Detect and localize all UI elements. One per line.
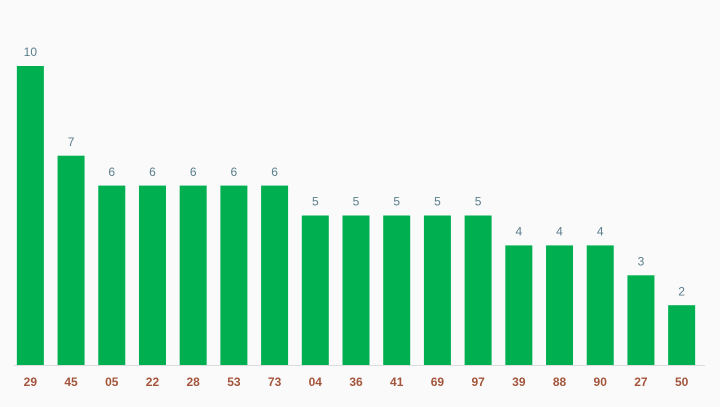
x-tick-label: 04: [309, 375, 323, 389]
x-tick-label: 88: [553, 375, 567, 389]
bar: [16, 66, 44, 365]
x-tick-label: 53: [227, 375, 241, 389]
value-label: 4: [515, 225, 522, 239]
bar: [586, 245, 614, 365]
value-label: 5: [434, 195, 441, 209]
bar: [220, 185, 248, 365]
value-label: 6: [149, 165, 156, 179]
bar: [505, 245, 533, 365]
x-tick-label: 50: [675, 375, 689, 389]
bar: [423, 215, 451, 365]
bar: [98, 185, 126, 365]
bar: [627, 275, 655, 365]
bar: [301, 215, 329, 365]
value-label: 4: [556, 225, 563, 239]
bar: [546, 245, 574, 365]
x-tick-label: 39: [512, 375, 526, 389]
value-label: 6: [190, 165, 197, 179]
bar: [261, 185, 289, 365]
value-label: 5: [475, 195, 482, 209]
value-label: 10: [24, 45, 38, 59]
bar: [342, 215, 370, 365]
bar: [383, 215, 411, 365]
value-label: 6: [231, 165, 238, 179]
x-tick-label: 97: [471, 375, 485, 389]
x-tick-label: 28: [186, 375, 200, 389]
x-tick-label: 27: [634, 375, 648, 389]
bar: [668, 305, 696, 365]
x-tick-label: 05: [105, 375, 119, 389]
bar: [138, 185, 166, 365]
x-tick-label: 45: [64, 375, 78, 389]
x-tick-label: 29: [24, 375, 38, 389]
value-label: 4: [597, 225, 604, 239]
value-label: 6: [271, 165, 278, 179]
value-label: 7: [68, 135, 75, 149]
value-label: 6: [108, 165, 115, 179]
x-tick-label: 69: [431, 375, 445, 389]
value-label: 2: [678, 284, 685, 298]
value-label: 5: [393, 195, 400, 209]
value-label: 5: [312, 195, 319, 209]
bar: [179, 185, 207, 365]
x-tick-label: 36: [349, 375, 363, 389]
value-label: 5: [353, 195, 360, 209]
x-tick-label: 73: [268, 375, 282, 389]
bar: [57, 155, 85, 365]
x-tick-label: 22: [146, 375, 160, 389]
x-tick-label: 90: [594, 375, 608, 389]
bar: [464, 215, 492, 365]
x-tick-label: 41: [390, 375, 404, 389]
value-label: 3: [638, 254, 645, 268]
